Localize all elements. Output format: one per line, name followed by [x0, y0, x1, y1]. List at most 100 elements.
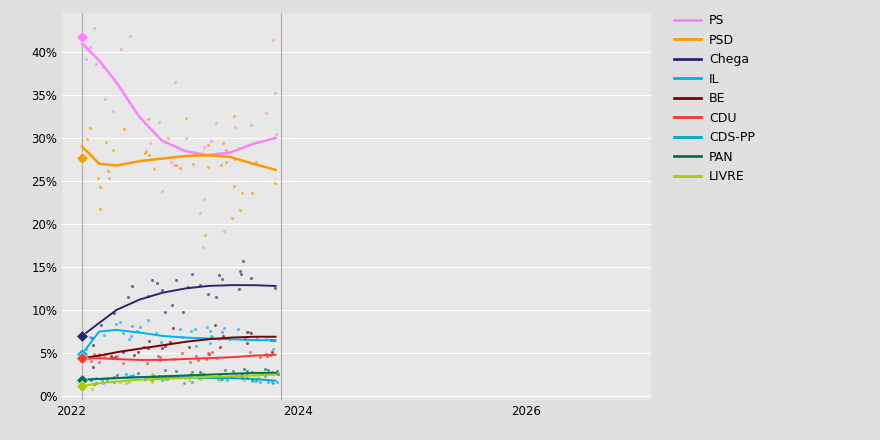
Point — [142, 345, 156, 352]
Point — [218, 366, 232, 373]
Point — [84, 125, 98, 132]
Point — [250, 335, 264, 342]
Point — [253, 371, 268, 378]
Point — [216, 329, 230, 336]
Point — [123, 33, 137, 40]
Point — [106, 147, 120, 154]
Point — [208, 322, 222, 329]
Point — [269, 130, 283, 137]
Point — [121, 293, 135, 300]
Point — [168, 79, 182, 86]
Point — [199, 356, 213, 363]
Point — [75, 355, 89, 362]
Point — [106, 107, 120, 114]
Point — [184, 327, 198, 334]
Point — [75, 332, 89, 339]
Point — [220, 377, 234, 384]
Point — [133, 324, 147, 331]
Point — [212, 371, 226, 378]
Point — [229, 123, 243, 130]
Point — [151, 372, 165, 379]
Point — [249, 158, 263, 165]
Point — [198, 373, 212, 380]
Point — [213, 371, 227, 378]
Point — [94, 377, 108, 384]
Point — [253, 379, 268, 386]
Point — [248, 378, 262, 385]
Point — [266, 370, 280, 378]
Point — [83, 334, 97, 341]
Point — [113, 319, 127, 326]
Point — [156, 188, 170, 195]
Point — [127, 372, 141, 379]
Point — [179, 114, 193, 121]
Point — [265, 368, 279, 375]
Point — [235, 374, 249, 381]
Point — [201, 141, 215, 148]
Point — [92, 205, 106, 212]
Point — [155, 344, 169, 351]
Point — [165, 301, 179, 308]
Point — [114, 379, 128, 386]
Point — [268, 179, 282, 186]
Point — [240, 370, 254, 377]
Point — [213, 343, 227, 350]
Point — [260, 378, 275, 385]
Point — [147, 376, 161, 383]
Point — [120, 370, 134, 378]
Point — [148, 165, 162, 172]
Point — [151, 375, 165, 382]
Point — [159, 372, 173, 379]
Point — [89, 374, 103, 381]
Point — [231, 145, 246, 152]
Point — [163, 339, 177, 346]
Point — [94, 322, 108, 329]
Point — [203, 340, 217, 347]
Point — [182, 376, 196, 383]
Point — [153, 356, 167, 363]
Point — [224, 214, 238, 221]
Point — [110, 371, 124, 378]
Point — [100, 376, 114, 383]
Point — [142, 151, 156, 158]
Point — [244, 274, 258, 281]
Point — [205, 348, 219, 355]
Point — [104, 353, 118, 360]
Point — [234, 270, 248, 277]
Point — [141, 316, 155, 323]
Point — [150, 279, 164, 286]
Point — [89, 379, 103, 386]
Point — [181, 371, 195, 378]
Point — [238, 336, 252, 343]
Point — [198, 231, 212, 238]
Point — [203, 138, 217, 145]
Point — [84, 152, 99, 159]
Point — [181, 372, 195, 379]
Point — [216, 333, 230, 340]
Point — [268, 89, 282, 96]
Point — [156, 375, 170, 382]
Point — [125, 283, 139, 290]
Point — [268, 285, 282, 292]
Point — [253, 353, 267, 360]
Point — [160, 376, 174, 383]
Point — [155, 377, 169, 384]
Point — [189, 342, 203, 349]
Point — [233, 206, 247, 213]
Point — [217, 324, 231, 331]
Point — [75, 34, 89, 41]
Point — [260, 350, 274, 357]
Point — [175, 334, 189, 341]
Point — [234, 371, 248, 378]
Point — [209, 293, 224, 301]
Point — [123, 373, 137, 380]
Point — [75, 382, 89, 389]
Point — [246, 376, 260, 383]
Point — [266, 36, 280, 43]
Point — [75, 376, 89, 383]
Point — [237, 377, 251, 384]
Point — [141, 116, 155, 123]
Point — [110, 352, 124, 359]
Point — [185, 378, 199, 385]
Point — [214, 374, 228, 381]
